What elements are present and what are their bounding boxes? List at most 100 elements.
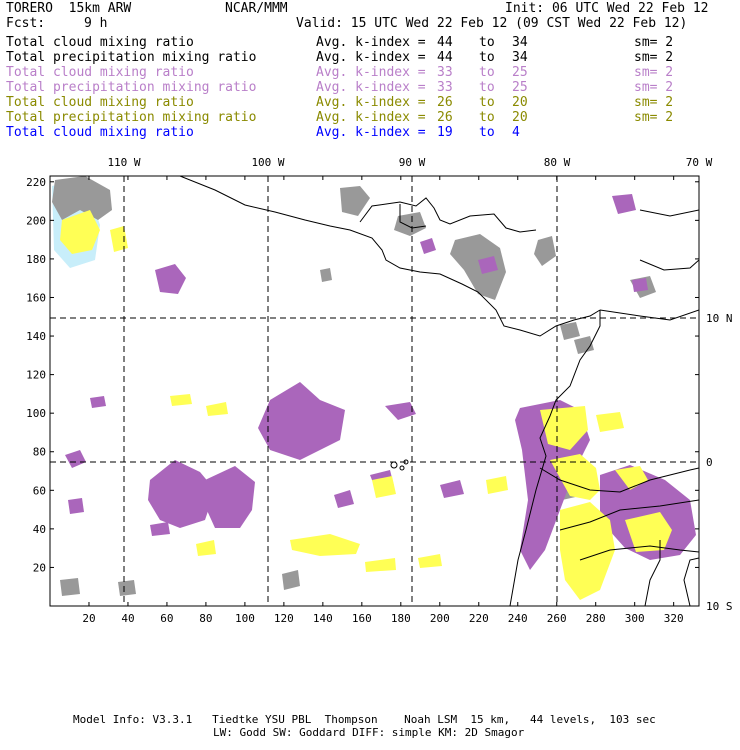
x-tick-label: 220 <box>469 612 489 625</box>
org-label: NCAR/MMM <box>225 1 288 16</box>
latitude-label: 10 N <box>706 312 733 325</box>
y-tick-label: 60 <box>33 484 46 497</box>
legend-to-word: to <box>479 110 495 125</box>
legend-row: Total precipitation mixing ratio Avg. k-i… <box>6 80 726 95</box>
x-tick-label: 160 <box>352 612 372 625</box>
x-tick-label: 300 <box>625 612 645 625</box>
lat-lon-grid <box>50 176 699 606</box>
x-tick-label: 20 <box>82 612 95 625</box>
valid-time: Valid: 15 UTC Wed 22 Feb 12 (09 CST Wed … <box>296 16 688 31</box>
legend-stat: Avg. k-index = <box>316 125 426 140</box>
purple-cloud-regions <box>65 194 696 570</box>
legend-stat: Avg. k-index = <box>316 110 426 125</box>
longitude-label: 100 W <box>251 156 284 169</box>
legend-from: 26 <box>437 110 453 125</box>
x-tick-label: 60 <box>160 612 173 625</box>
legend-to-word: to <box>479 80 495 95</box>
legend-row: Total precipitation mixing ratio Avg. k-i… <box>6 50 726 65</box>
legend-field: Total precipitation mixing ratio <box>6 50 257 65</box>
forecast-value: 9 h <box>84 16 108 31</box>
y-tick-label: 80 <box>33 446 46 459</box>
x-tick-label: 80 <box>199 612 212 625</box>
legend-to-word: to <box>479 125 495 140</box>
legend-field: Total precipitation mixing ratio <box>6 110 257 125</box>
legend-field: Total cloud mixing ratio <box>6 125 194 140</box>
legend-row: Total cloud mixing ratio Avg. k-index = 44… <box>6 35 726 50</box>
legend-from: 33 <box>437 65 453 80</box>
legend-to: 34 <box>512 50 528 65</box>
y-tick-label: 220 <box>26 176 46 189</box>
y-tick-label: 160 <box>26 291 46 304</box>
legend-row: Total cloud mixing ratio Avg. k-index = 26… <box>6 95 726 110</box>
latitude-label: 10 S <box>706 600 733 613</box>
legend-to-word: to <box>479 35 495 50</box>
x-tick-label: 320 <box>664 612 684 625</box>
legend-sm: sm= 2 <box>634 80 674 95</box>
legend-stat: Avg. k-index = <box>316 50 426 65</box>
latitude-label: 0 <box>706 456 713 469</box>
legend-stat: Avg. k-index = <box>316 95 426 110</box>
latitude-labels: 10 N 0 10 S <box>706 312 733 613</box>
y-tick-label: 180 <box>26 253 46 266</box>
legend-sm: sm= 2 <box>634 65 674 80</box>
x-tick-label: 280 <box>586 612 606 625</box>
y-tick-label: 140 <box>26 330 46 343</box>
x-tick-label: 120 <box>274 612 294 625</box>
legend-from: 26 <box>437 95 453 110</box>
legend-from: 19 <box>437 125 453 140</box>
plot-frame <box>49 175 700 607</box>
map-plot: 110 W 100 W 90 W 80 W 70 W 10 N 0 10 S <box>26 156 733 625</box>
legend-to: 4 <box>512 125 520 140</box>
model-info-line2: LW: Godd SW: Goddard DIFF: simple KM: 2D… <box>213 726 525 739</box>
legend-sm: sm= 2 <box>634 50 674 65</box>
x-tick-label: 40 <box>121 612 134 625</box>
legend-to: 20 <box>512 95 528 110</box>
longitude-label: 70 W <box>686 156 713 169</box>
legend-field: Total cloud mixing ratio <box>6 95 194 110</box>
legend-sm: sm= 2 <box>634 35 674 50</box>
legend-from: 44 <box>437 35 453 50</box>
y-tick-label: 20 <box>33 561 46 574</box>
forecast-label: Fcst: <box>6 16 46 31</box>
legend-field: Total cloud mixing ratio <box>6 35 194 50</box>
init-time: Init: 06 UTC Wed 22 Feb 12 <box>505 1 709 16</box>
x-axis-ticks: 20 40 60 80 100 120 140 160 180 200 220 240 260 280 30… <box>82 176 684 625</box>
legend-to: 25 <box>512 80 528 95</box>
field-shading <box>52 176 696 600</box>
x-tick-label: 100 <box>235 612 255 625</box>
yellow-precip-regions <box>60 210 672 600</box>
legend-to-word: to <box>479 50 495 65</box>
y-tick-label: 200 <box>26 214 46 227</box>
legend-to: 20 <box>512 110 528 125</box>
legend-to: 34 <box>512 35 528 50</box>
x-tick-label: 200 <box>430 612 450 625</box>
legend-to-word: to <box>479 65 495 80</box>
longitude-label: 90 W <box>399 156 426 169</box>
legend-row: Total precipitation mixing ratio Avg. k-i… <box>6 110 726 125</box>
legend-to: 25 <box>512 65 528 80</box>
y-tick-label: 40 <box>33 523 46 536</box>
legend-to-word: to <box>479 95 495 110</box>
legend-stat: Avg. k-index = <box>316 65 426 80</box>
legend-stat: Avg. k-index = <box>316 35 426 50</box>
legend-from: 44 <box>437 50 453 65</box>
legend-row: Total cloud mixing ratio Avg. k-index = 33… <box>6 65 726 80</box>
longitude-labels: 110 W 100 W 90 W 80 W 70 W <box>107 156 712 169</box>
model-info-line1: Model Info: V3.3.1 Tiedtke YSU PBL Thomp… <box>73 713 656 726</box>
y-tick-label: 100 <box>26 407 46 420</box>
legend-from: 33 <box>437 80 453 95</box>
y-axis-ticks: 220 200 180 160 140 120 100 80 60 40 20 <box>26 176 699 574</box>
x-tick-label: 240 <box>508 612 528 625</box>
legend-sm: sm= 2 <box>634 95 674 110</box>
longitude-label: 110 W <box>107 156 140 169</box>
legend-field: Total precipitation mixing ratio <box>6 80 257 95</box>
x-tick-label: 180 <box>391 612 411 625</box>
legend-sm: sm= 2 <box>634 110 674 125</box>
x-tick-label: 140 <box>313 612 333 625</box>
legend-stat: Avg. k-index = <box>316 80 426 95</box>
y-tick-label: 120 <box>26 369 46 382</box>
longitude-label: 80 W <box>544 156 571 169</box>
legend-row: Total cloud mixing ratio Avg. k-index = 19… <box>6 125 726 140</box>
legend-field: Total cloud mixing ratio <box>6 65 194 80</box>
model-title: TORERO 15km ARW <box>6 1 132 16</box>
